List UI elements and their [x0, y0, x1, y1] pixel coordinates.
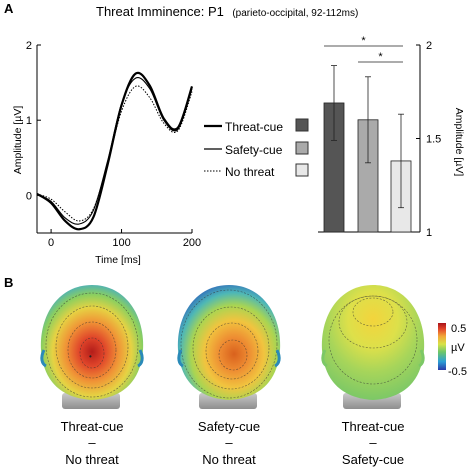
- caption-bottom: No threat: [202, 452, 256, 467]
- title-main: Threat Imminence: P1: [96, 4, 224, 19]
- caption-safety-vs-nothreat: Safety-cue – No threat: [198, 419, 260, 467]
- panel-a-title: Threat Imminence: P1 (parieto-occipital,…: [96, 3, 358, 20]
- caption-bottom: Safety-cue: [342, 452, 404, 467]
- line-x-tick-label: 100: [112, 237, 130, 249]
- line-y-tick-label: 2: [26, 40, 32, 52]
- contour-lines: [328, 295, 418, 385]
- head-topomap: [177, 285, 281, 400]
- bar-y-axis-label: Amplitude [µV]: [453, 108, 465, 177]
- line-x-axis-label: Time [ms]: [95, 254, 141, 266]
- head-topomap: [321, 285, 425, 400]
- significance-star: *: [378, 51, 383, 63]
- contour-lines: [45, 292, 139, 398]
- bar-y-tick-label: 2: [426, 40, 432, 52]
- caption-dash: –: [88, 435, 96, 450]
- legend-safety-label: Safety-cue: [225, 143, 283, 157]
- bar-y-tick-label: 1: [426, 227, 432, 239]
- caption-top: Threat-cue: [61, 419, 124, 434]
- caption-dash: –: [369, 435, 377, 450]
- legend-nothreat-box: [295, 163, 309, 177]
- caption-top: Safety-cue: [198, 419, 260, 434]
- caption-top: Threat-cue: [342, 419, 405, 434]
- line-y-tick-label: 0: [26, 190, 32, 202]
- right-ear: [137, 349, 144, 368]
- left-ear: [177, 349, 184, 368]
- peak-marker: •: [89, 352, 92, 361]
- right-ear: [274, 349, 281, 368]
- significance-star: *: [361, 35, 366, 47]
- colorbar-unit-label: µV: [451, 342, 465, 354]
- caption-dash: –: [225, 435, 233, 450]
- line-y-tick-label: 1: [26, 115, 32, 127]
- topomap-safety-vs-nothreat: [177, 285, 281, 409]
- series-line-threat-cue: [36, 71, 194, 231]
- legend: Threat-cue Safety-cue No threat: [204, 118, 309, 179]
- topomap-threat-vs-nothreat: •: [40, 285, 144, 409]
- legend-nothreat-label: No threat: [225, 165, 275, 179]
- legend-threat-label: Threat-cue: [225, 120, 283, 134]
- right-ear: [418, 349, 425, 368]
- line-x-tick-label: 0: [48, 237, 54, 249]
- legend-threat-box: [295, 118, 309, 132]
- line-x-tick-label: 200: [183, 237, 201, 249]
- colorbar-max-label: 0.5: [451, 323, 466, 335]
- colorbar-min-label: -0.5: [448, 366, 467, 378]
- caption-threat-vs-safety: Threat-cue – Safety-cue: [342, 419, 405, 467]
- caption-threat-vs-nothreat: Threat-cue – No threat: [61, 419, 124, 467]
- colorbar: 0.5 µV -0.5: [438, 323, 467, 378]
- colorbar-gradient: [438, 323, 446, 370]
- series-line-safety-cue: [36, 76, 193, 225]
- left-ear: [321, 349, 328, 368]
- caption-bottom: No threat: [65, 452, 119, 467]
- contour-lines: [180, 289, 278, 399]
- legend-safety-box: [295, 141, 309, 155]
- head-topomap: [40, 285, 144, 400]
- erp-line-chart: 0 1 2 0 100 200: [26, 40, 201, 249]
- series-line-no-threat: [36, 85, 193, 222]
- topomap-threat-vs-safety: [321, 285, 425, 409]
- panel-b-letter: B: [4, 275, 13, 290]
- panel-a-letter: A: [4, 1, 14, 16]
- bar-y-tick-label: 1.5: [426, 134, 441, 146]
- amplitude-bar-chart: 1 1.5 2 * *: [318, 35, 441, 239]
- title-sub: (parieto-occipital, 92-112ms): [232, 8, 358, 19]
- left-ear: [40, 349, 47, 368]
- line-y-axis-label: Amplitude [µV]: [12, 106, 24, 175]
